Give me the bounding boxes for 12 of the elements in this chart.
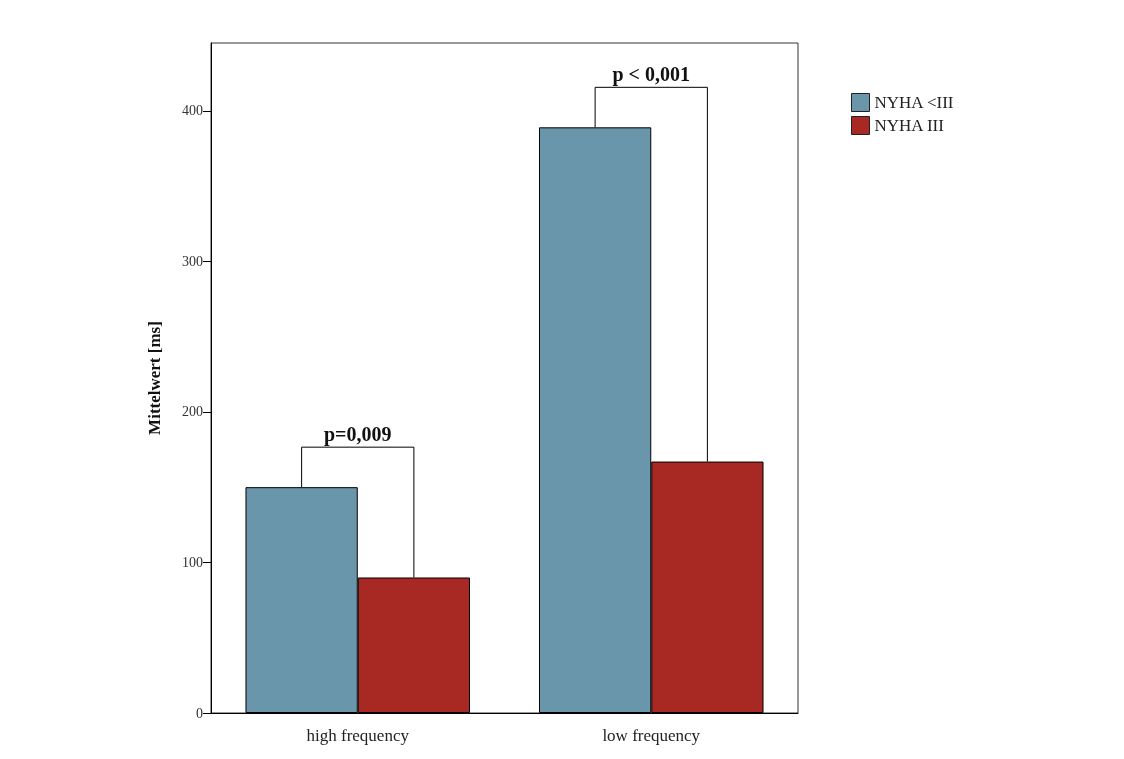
annotation: p=0,009	[323, 423, 392, 447]
annotation: p < 0,001	[612, 63, 691, 87]
y-tick-label: 100	[182, 554, 203, 570]
y-tick-label: 200	[182, 404, 203, 420]
y-tick-label: 400	[182, 103, 203, 119]
x-tick-label: high frequency	[306, 726, 410, 745]
y-axis-title: Mittelwert [ms]	[145, 321, 164, 435]
legend-label: NYHA III	[874, 116, 945, 135]
x-tick-label: low frequency	[602, 726, 701, 745]
y-tick-label: 300	[182, 253, 203, 269]
y-tick-label: 0	[196, 705, 203, 721]
legend-label: NYHA <III	[874, 93, 954, 112]
